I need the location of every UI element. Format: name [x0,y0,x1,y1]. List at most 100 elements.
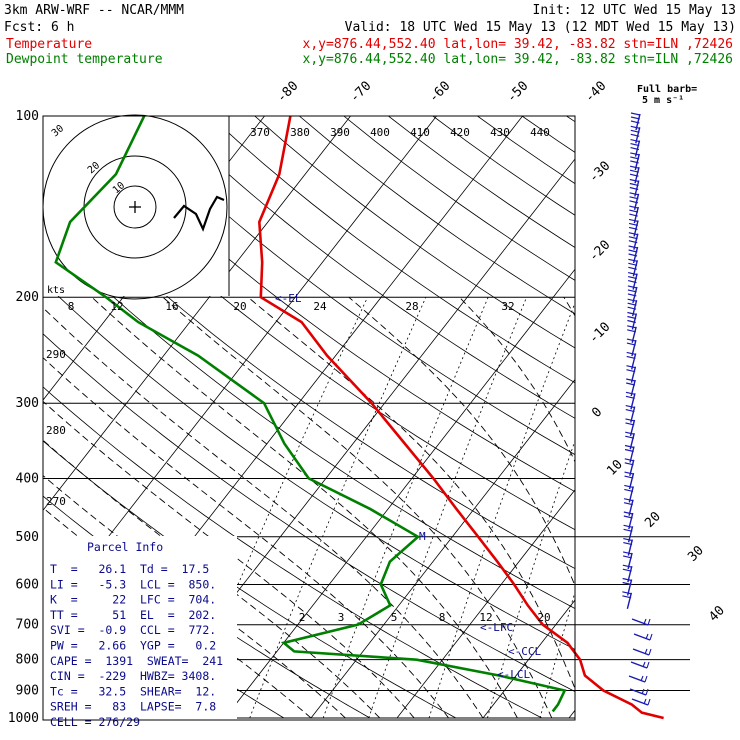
kts-label: kts [47,285,65,296]
wind-barb [629,688,649,696]
dry-adiabat [343,116,575,281]
moist-adiabat [43,400,415,719]
pressure-label-400: 400 [16,471,39,486]
wind-barb [631,618,651,626]
moist-adiabat [43,307,484,719]
m-marker: M [419,530,426,543]
model-title: 3km ARW-WRF -- NCAR/MMM [4,3,184,18]
temperature-line [257,115,664,720]
wind-barb [628,675,648,683]
mixing-ratio-line [610,297,728,718]
isotherm-label: 0 [589,405,605,421]
theta-label-left: 280 [46,424,66,437]
isotherm-label: -10 [586,320,613,347]
mixing-ratio-line [428,301,575,719]
isotherm-label: -60 [426,79,453,106]
isotherm-label: 30 [685,543,707,565]
mixing-ratio-label: 28 [405,300,418,313]
moist-adiabat [563,296,575,317]
hodograph-trace [173,195,225,232]
mixing-ratio-line [539,590,575,719]
isotherm-line [0,116,7,718]
el-marker: <-EL [275,292,302,305]
dry-adiabat [299,116,575,315]
mixing-ratio-line [249,297,427,719]
wind-barbs [622,112,653,706]
parcel-row: CAPE = 1391 SWEAT= 241 [50,654,223,668]
wind-barb [632,648,652,656]
moist-adiabat [651,297,724,718]
dry-adiabat [120,116,575,456]
dry-adiabat [656,116,740,718]
isotherm-line [43,116,351,511]
isotherm-label: -50 [504,79,531,106]
dry-adiabat [43,127,575,531]
dry-adiabat [477,116,575,185]
dry-adiabat [566,116,575,123]
pressure-label-700: 700 [16,618,39,633]
pressure-label-500: 500 [16,530,39,545]
theta-label: 430 [490,126,510,139]
parcel-title: Parcel Info [87,540,163,554]
full-barb-label: Full barb= [637,84,697,95]
isotherm-line [396,489,575,719]
parcel-row: T = 26.1 Td = 17.5 [50,562,209,576]
mixing-ratio-label: 24 [313,300,327,313]
dry-adiabat [165,116,575,419]
hodograph: 30 20 10 kts [42,114,230,300]
isotherm-label: -20 [586,238,613,265]
mixing-ratio-label: 3 [338,611,345,624]
isotherm-line [482,599,575,719]
legend-temperature: Temperature [6,37,92,52]
pressure-label-1000: 1000 [8,711,39,726]
wind-barb [630,661,650,669]
theta-label-left: 270 [46,495,66,508]
forecast-hour: Fcst: 6 h [4,20,74,35]
isotherm-line [224,268,575,719]
moist-adiabat [721,297,740,718]
mixing-ratio-label: 20 [537,611,550,624]
wind-barb [633,633,653,641]
parcel-info: Parcel Info T = 26.1 Td = 17.5LI = -5.3 … [43,536,237,729]
wind-barb [622,591,633,609]
plot-frame [42,115,576,721]
legend-dewpoint-info: x,y=876.44,552.40 lat,lon= 39.42, -83.82… [303,52,733,67]
dewpoint-line [54,115,567,713]
isotherm-label: -30 [586,159,613,186]
moist-adiabat [43,357,449,719]
lfc-marker: <-LFC [480,621,513,634]
mixing-ratio-label: 2 [299,611,306,624]
dry-adiabat [43,386,543,719]
parcel-row: PW = 2.66 YGP = 0.2 [50,639,216,653]
theta-label: 440 [530,126,550,139]
mixing-ratio-label: 16 [165,300,178,313]
dry-adiabat [43,333,575,692]
isotherm-label: -80 [274,79,301,106]
isotherm-label: 40 [706,603,728,625]
parcel-row: CIN = -229 HWBZ= 3408. [50,669,216,683]
valid-time: Valid: 18 UTC Wed 15 May 13 (12 MDT Wed … [345,20,736,35]
mixing-ratio-label: 8 [68,300,75,313]
pressure-label-600: 600 [16,577,39,592]
mixing-ratio-label: 12 [479,611,492,624]
theta-label-left: 290 [46,348,66,361]
parcel-row: SVI = -0.9 CCL = 772. [50,623,216,637]
mixing-ratio-label: 20 [233,300,246,313]
mixing-ratio-label: 32 [501,300,514,313]
theta-label: 420 [450,126,470,139]
hodo-ring-10 [113,185,157,229]
isotherm-line [655,116,740,718]
mixing-ratio-label: 8 [439,611,446,624]
dry-adiabat [76,116,575,493]
parcel-row: LI = -5.3 LCL = 850. [50,577,216,591]
dry-adiabat [43,280,575,650]
parcel-row: CELL = 276/29 [50,715,140,729]
dry-adiabat [43,229,575,610]
parcel-row: TT = 51 EL = 202. [50,608,216,622]
wind-barb [631,698,651,706]
dry-adiabats [43,116,740,719]
theta-label: 380 [290,126,310,139]
isotherm-label: -40 [582,79,609,106]
dry-adiabat [388,116,575,248]
